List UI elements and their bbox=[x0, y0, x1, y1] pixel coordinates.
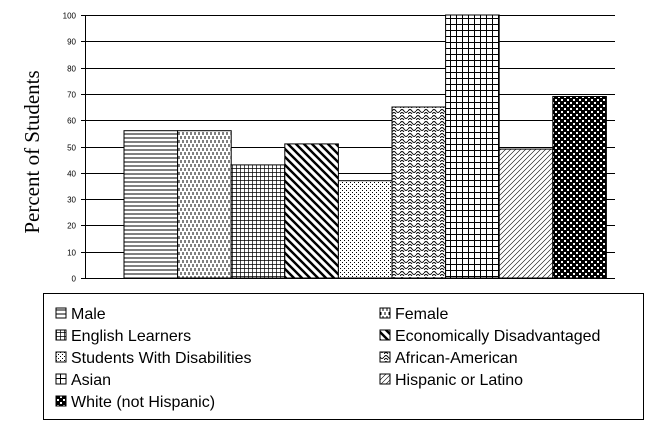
legend-label-white-not-hispanic: White (not Hispanic) bbox=[71, 394, 215, 411]
legend-swatch-male bbox=[55, 307, 67, 319]
y-axis-label: Percent of Students bbox=[20, 70, 44, 233]
bar-economically-disadvantaged bbox=[284, 143, 339, 279]
y-tick-40: 40 bbox=[67, 170, 76, 179]
legend-label-students-with-disabilities: Students With Disabilities bbox=[71, 350, 252, 367]
legend-swatch-english-learners bbox=[55, 329, 67, 341]
legend-swatch-hispanic-or-latino bbox=[379, 373, 391, 385]
legend: Male Female English Learners Economically D… bbox=[55, 306, 600, 411]
legend-label-african-american: African-American bbox=[395, 350, 518, 367]
legend-label-hispanic-or-latino: Hispanic or Latino bbox=[395, 372, 523, 389]
y-tick-0: 0 bbox=[72, 275, 77, 284]
y-tick-10: 10 bbox=[67, 249, 76, 258]
legend-swatch-african-american bbox=[379, 351, 391, 363]
bar-students-with-disabilities bbox=[337, 180, 393, 279]
y-tick-labels: 0 10 20 30 40 50 60 70 80 90 100 bbox=[63, 12, 77, 284]
legend-label-male: Male bbox=[71, 306, 106, 323]
y-tick-20: 20 bbox=[67, 222, 76, 231]
y-tick-90: 90 bbox=[67, 38, 76, 47]
legend-swatch-female bbox=[379, 307, 391, 319]
bars bbox=[123, 14, 607, 279]
legend-swatch-students-with-disabilities bbox=[55, 351, 67, 363]
legend-label-english-learners: English Learners bbox=[71, 328, 191, 345]
bar-white-not-hispanic bbox=[552, 96, 607, 279]
bar-english-learners bbox=[230, 164, 286, 279]
legend-label-asian: Asian bbox=[71, 372, 111, 389]
legend-label-economically-disadvantaged: Economically Disadvantaged bbox=[395, 328, 600, 345]
y-tick-30: 30 bbox=[67, 196, 76, 205]
legend-swatch-white-not-hispanic bbox=[55, 395, 67, 407]
legend-label-female: Female bbox=[395, 306, 448, 323]
bar-hispanic-or-latino bbox=[498, 148, 554, 279]
bar-male bbox=[123, 130, 179, 279]
y-tick-50: 50 bbox=[67, 144, 76, 153]
y-tick-70: 70 bbox=[67, 91, 76, 100]
legend-swatch-economically-disadvantaged bbox=[379, 329, 391, 341]
bar-asian bbox=[445, 14, 500, 279]
bar-african-american bbox=[391, 106, 447, 279]
y-tick-60: 60 bbox=[67, 117, 76, 126]
legend-swatch-asian bbox=[55, 373, 67, 385]
legend-box bbox=[43, 293, 644, 420]
bar-female bbox=[177, 130, 232, 279]
y-tick-100: 100 bbox=[63, 12, 77, 21]
y-tick-80: 80 bbox=[67, 65, 76, 74]
